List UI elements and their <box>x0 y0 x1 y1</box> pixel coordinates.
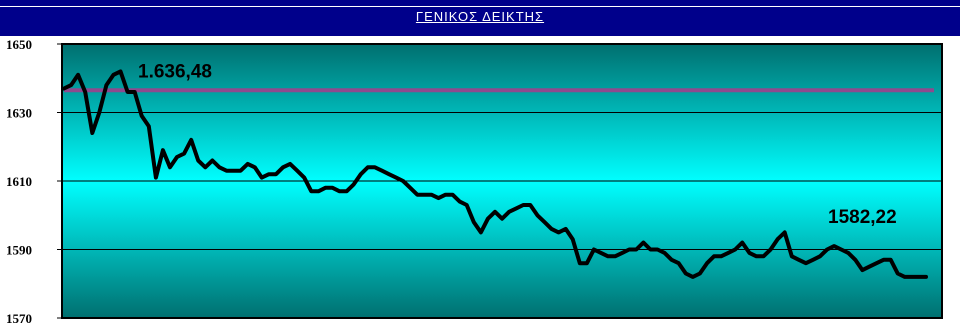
reference-line-label: 1.636,48 <box>138 61 212 82</box>
index-series-line <box>62 69 928 279</box>
header-divider <box>0 6 960 7</box>
y-axis: 1650 1630 1610 1590 1570 <box>6 37 62 326</box>
chart-title: ΓΕΝΙΚΟΣ ΔΕΙΚΤΗΣ <box>415 9 545 24</box>
last-value-label: 1582,22 <box>828 207 897 228</box>
y-tick-label: 1590 <box>6 243 32 258</box>
y-tick-label: 1570 <box>6 311 32 326</box>
header-bar: ΓΕΝΙΚΟΣ ΔΕΙΚΤΗΣ <box>0 0 960 36</box>
y-tick-label: 1610 <box>6 174 32 189</box>
y-tick-label: 1650 <box>6 37 32 52</box>
grid-lines <box>62 112 942 250</box>
line-chart: 1650 1630 1610 1590 1570 1.636,48 1582,22 <box>6 37 943 326</box>
y-tick-label: 1630 <box>6 106 32 121</box>
